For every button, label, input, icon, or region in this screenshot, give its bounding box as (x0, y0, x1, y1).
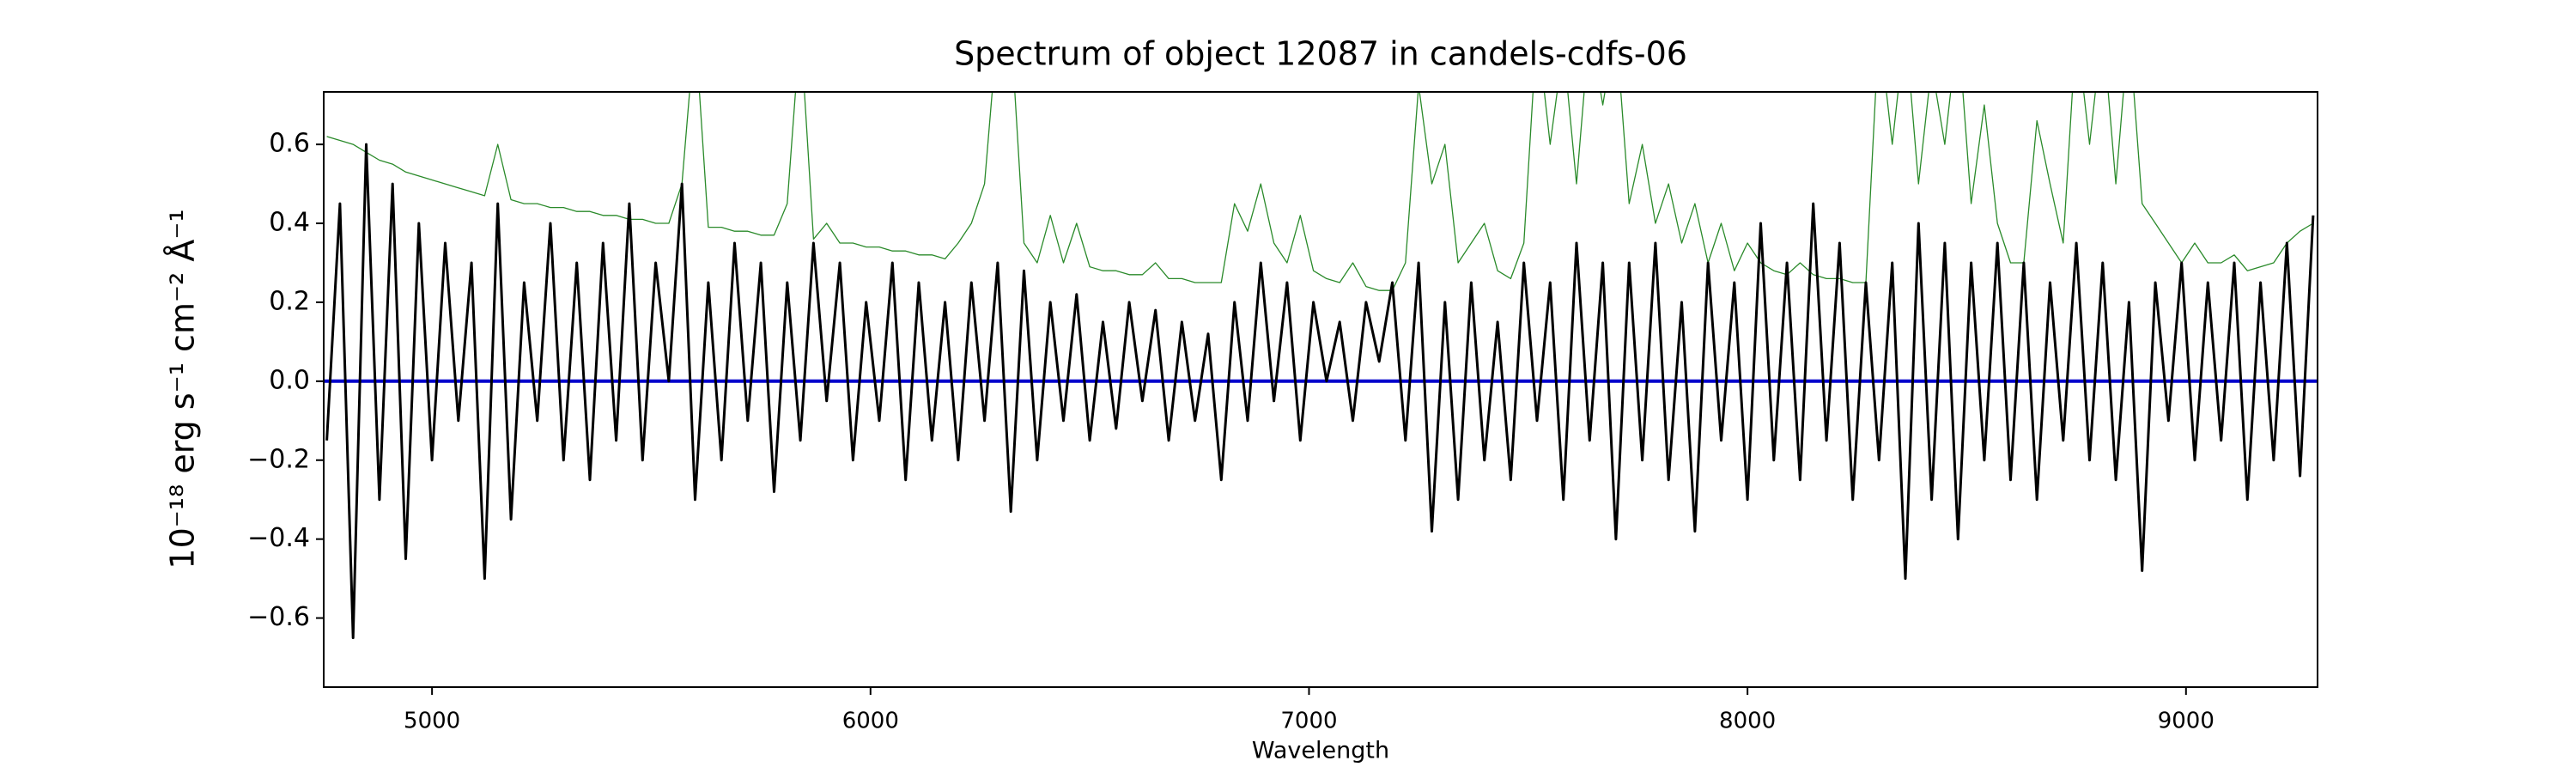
y-tick-label: 0.2 (269, 286, 310, 316)
spectrum-line (326, 92, 2314, 291)
y-tick-label: 0.6 (269, 129, 310, 159)
y-tick-label: −0.2 (247, 444, 310, 474)
y-tick-label: −0.6 (247, 602, 310, 632)
chart-title: Spectrum of object 12087 in candels-cdfs… (954, 35, 1687, 73)
x-tick-label: 7000 (1280, 709, 1337, 734)
x-tick-label: 6000 (842, 709, 899, 734)
plot-area (324, 92, 2318, 640)
x-tick-label: 9000 (2158, 709, 2215, 734)
y-tick-label: 0.4 (269, 208, 310, 238)
plot-frame (323, 91, 2318, 688)
x-axis-label: Wavelength (1252, 738, 1389, 764)
y-tick-label: 0.0 (269, 365, 310, 395)
y-axis-label: 10⁻¹⁸ erg s⁻¹ cm⁻² Å⁻¹ (164, 209, 202, 569)
x-tick-label: 8000 (1719, 709, 1776, 734)
spectrum-line (325, 143, 2315, 640)
y-tick-label: −0.4 (247, 523, 310, 553)
x-tick-label: 5000 (404, 709, 460, 734)
